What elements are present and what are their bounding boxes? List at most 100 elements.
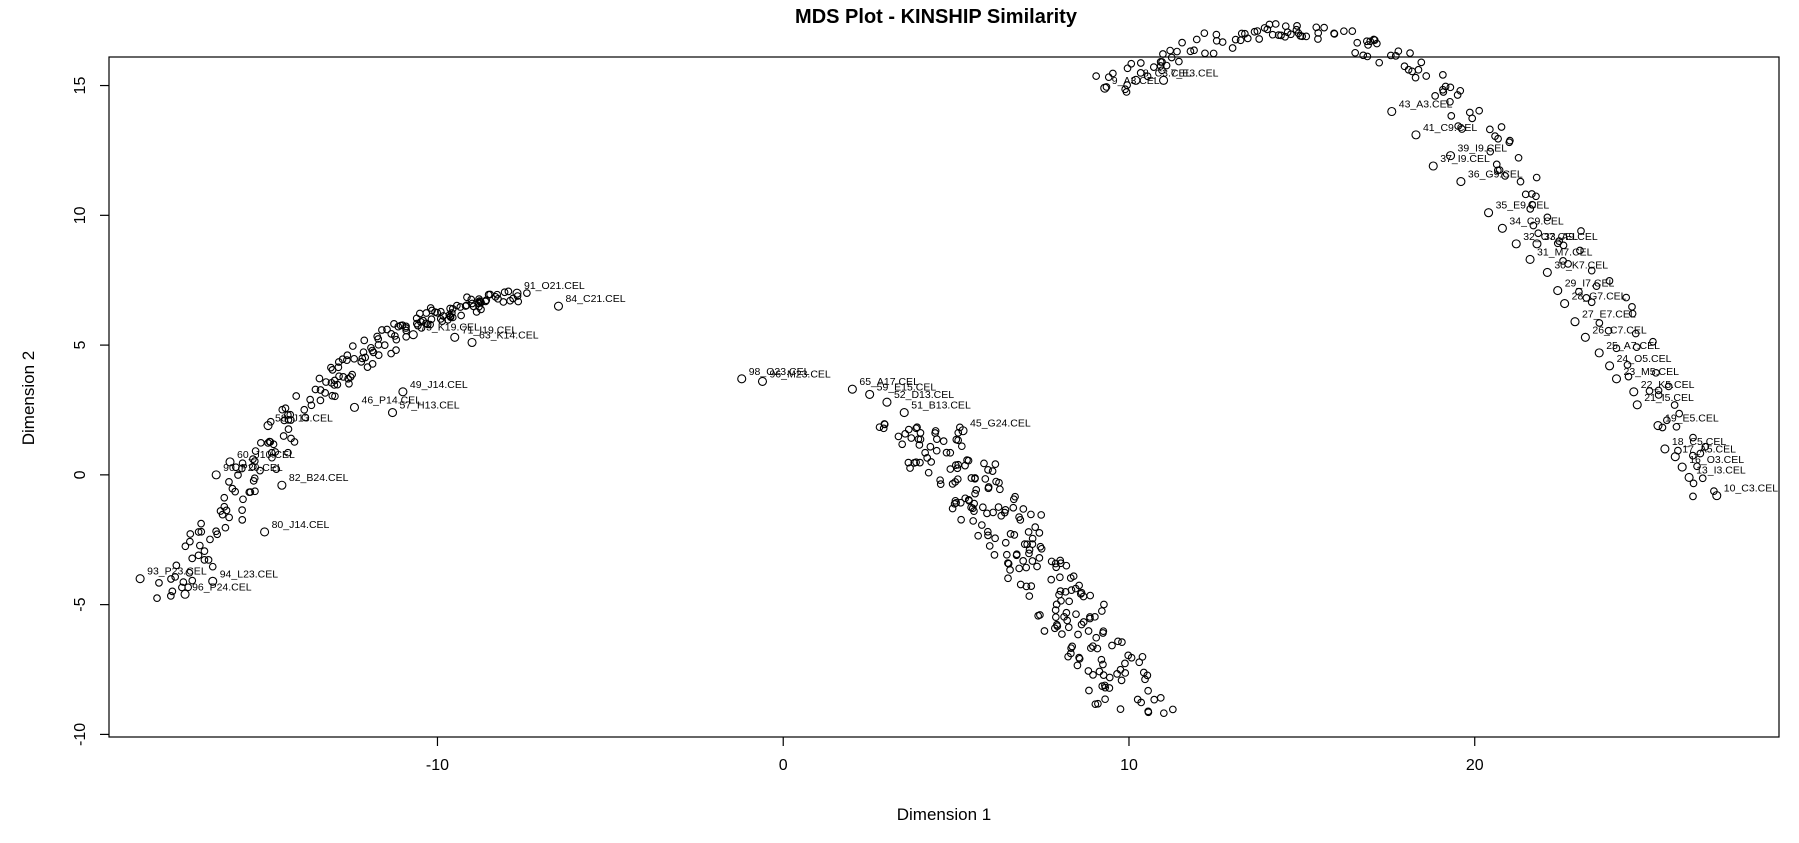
cluster-point-center bbox=[1065, 597, 1074, 606]
cluster-point-right bbox=[1632, 343, 1641, 351]
cluster-point-center bbox=[961, 461, 969, 470]
cluster-point-left bbox=[153, 594, 161, 602]
cluster-point-center bbox=[1068, 642, 1077, 651]
cluster-point-center bbox=[1150, 695, 1159, 704]
cluster-point-left bbox=[378, 326, 386, 334]
cluster-point-right bbox=[1497, 123, 1506, 131]
cluster-point-center bbox=[1095, 667, 1104, 676]
cluster-point-center bbox=[1093, 644, 1102, 653]
point-label: 57_H13.CEL bbox=[400, 400, 460, 412]
cluster-point-right bbox=[1108, 69, 1117, 78]
cluster-point-right bbox=[1534, 229, 1543, 238]
cluster-point-center bbox=[1121, 659, 1129, 668]
data-point bbox=[1605, 361, 1615, 371]
cluster-point-center bbox=[1116, 665, 1125, 674]
cluster-point-center bbox=[1097, 607, 1106, 615]
point-label: 16_O3.CEL bbox=[1689, 454, 1744, 466]
cluster-point-left bbox=[238, 506, 246, 514]
cluster-point-right bbox=[1652, 368, 1660, 377]
data-point bbox=[260, 527, 270, 537]
cluster-point-right bbox=[1231, 35, 1240, 44]
cluster-point-center bbox=[942, 448, 951, 457]
cluster-point-center bbox=[952, 498, 960, 507]
cluster-point-right bbox=[1359, 51, 1368, 60]
cluster-point-left bbox=[475, 297, 484, 305]
cluster-point-left bbox=[499, 298, 508, 306]
cluster-point-right bbox=[1654, 386, 1663, 395]
cluster-point-right bbox=[1458, 125, 1466, 133]
cluster-point-right bbox=[1526, 204, 1535, 213]
cluster-point-center bbox=[894, 432, 903, 441]
cluster-point-left bbox=[392, 335, 401, 344]
point-label: 94_L23.CEL bbox=[220, 568, 279, 580]
cluster-point-right bbox=[1689, 433, 1697, 442]
cluster-point-center bbox=[1010, 531, 1019, 539]
point-label: 58_J13.CEL bbox=[275, 413, 333, 425]
cluster-point-left bbox=[171, 573, 180, 581]
cluster-point-left bbox=[239, 495, 247, 504]
cluster-point-right bbox=[1577, 227, 1585, 235]
cluster-point-left bbox=[186, 530, 195, 538]
point-label: 82_B24.CEL bbox=[289, 472, 349, 484]
cluster-point-center bbox=[946, 465, 955, 473]
cluster-point-center bbox=[1037, 511, 1046, 519]
cluster-point-left bbox=[200, 547, 209, 556]
cluster-point-right bbox=[1501, 172, 1509, 180]
cluster-point-left bbox=[284, 415, 293, 424]
cluster-point-left bbox=[251, 487, 259, 496]
cluster-point-center bbox=[1052, 563, 1061, 572]
y-tick-label: 10 bbox=[72, 206, 89, 224]
data-point bbox=[1553, 286, 1563, 296]
cluster-point-center bbox=[977, 521, 986, 529]
point-label: 29_I7.CEL bbox=[1565, 278, 1615, 290]
cluster-point-right bbox=[1268, 30, 1277, 39]
cluster-point-center bbox=[921, 448, 929, 457]
cluster-point-center bbox=[1063, 616, 1072, 625]
x-axis-label: Dimension 1 bbox=[897, 805, 992, 824]
point-label: 43_A3.CEL bbox=[1399, 99, 1453, 111]
cluster-point-center bbox=[1006, 566, 1014, 574]
cluster-point-right bbox=[1122, 88, 1131, 96]
cluster-point-right bbox=[1446, 83, 1455, 92]
cluster-point-left bbox=[402, 322, 410, 331]
point-label: 28_G7.CEL bbox=[1572, 291, 1627, 303]
data-point bbox=[512, 288, 522, 298]
cluster-point-right bbox=[1628, 309, 1637, 318]
cluster-point-left bbox=[281, 404, 290, 413]
cluster-point-center bbox=[996, 485, 1004, 494]
cluster-point-left bbox=[331, 392, 339, 401]
data-point bbox=[467, 337, 477, 348]
cluster-point-center bbox=[1156, 693, 1165, 702]
data-point bbox=[1484, 208, 1494, 218]
y-tick-label: 0 bbox=[72, 470, 89, 479]
cluster-point-left bbox=[321, 389, 329, 397]
point-label: 24_O5.CEL bbox=[1617, 353, 1672, 365]
cluster-point-right bbox=[1255, 35, 1264, 43]
cluster-point-center bbox=[972, 486, 981, 494]
cluster-point-left bbox=[428, 306, 436, 315]
cluster-point-left bbox=[358, 354, 367, 363]
point-label: 27_E7.CEL bbox=[1582, 309, 1636, 321]
cluster-point-center bbox=[994, 503, 1003, 511]
cluster-point-right bbox=[1156, 62, 1165, 70]
cluster-point-left bbox=[412, 319, 421, 328]
cluster-point-center bbox=[1084, 667, 1093, 675]
cluster-point-left bbox=[315, 374, 324, 383]
cluster-point-left bbox=[383, 325, 391, 334]
cluster-point-left bbox=[238, 516, 247, 524]
cluster-point-center bbox=[978, 503, 987, 512]
cluster-point-center bbox=[1062, 608, 1071, 617]
cluster-point-center bbox=[957, 442, 966, 451]
cluster-point-left bbox=[316, 396, 325, 405]
cluster-point-center bbox=[1077, 588, 1086, 597]
cluster-point-center bbox=[1071, 584, 1080, 593]
cluster-point-right bbox=[1654, 391, 1663, 399]
cluster-point-right bbox=[1592, 282, 1601, 290]
cluster-point-center bbox=[1099, 660, 1107, 669]
cluster-point-center bbox=[1143, 671, 1152, 680]
y-tick-label: -5 bbox=[72, 597, 89, 611]
cluster-point-right bbox=[1156, 58, 1165, 66]
cluster-point-left bbox=[491, 292, 500, 301]
cluster-point-right bbox=[1158, 66, 1166, 75]
cluster-point-right bbox=[1136, 69, 1145, 77]
